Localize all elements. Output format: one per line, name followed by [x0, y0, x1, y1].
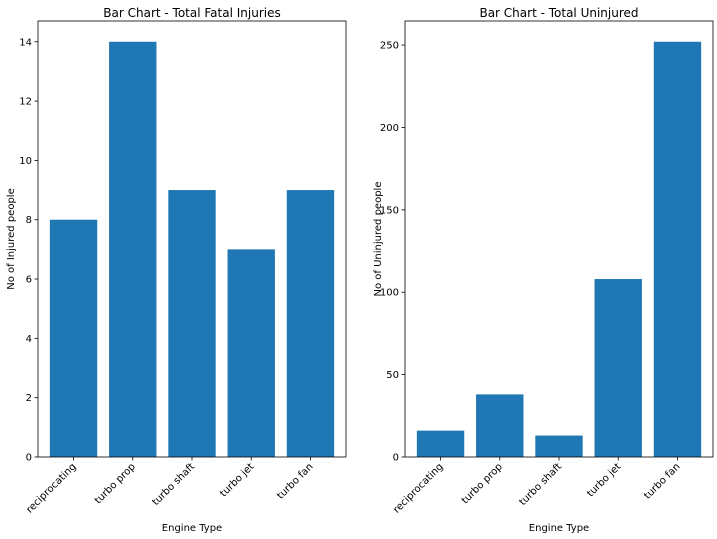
- y-tick-label: 100: [380, 288, 399, 299]
- chart-title: Bar Chart - Total Uninjured: [479, 6, 638, 20]
- y-tick-label: 10: [19, 156, 32, 167]
- y-axis-label: No of Injured people: [6, 188, 17, 289]
- bar-reciprocating: [49, 219, 98, 457]
- y-tick-label: 14: [19, 37, 32, 48]
- x-tick-label: reciprocating: [391, 461, 445, 515]
- x-axis-label: Engine Type: [162, 523, 222, 534]
- x-tick-label: turbo jet: [218, 461, 256, 499]
- y-tick-label: 200: [380, 123, 399, 134]
- bar-turbo-jet: [594, 279, 642, 457]
- y-axis-label: No of Uninjured people: [373, 182, 384, 297]
- bar-turbo-fan: [286, 190, 335, 457]
- bar-turbo-prop: [476, 394, 524, 457]
- y-tick-label: 12: [19, 97, 32, 108]
- bar-turbo-fan: [653, 41, 702, 458]
- y-tick-label: 250: [380, 41, 399, 52]
- bar-reciprocating: [416, 430, 465, 457]
- x-tick-label: turbo fan: [642, 461, 682, 501]
- bar-turbo-prop: [109, 41, 157, 458]
- bar-turbo-jet: [227, 249, 275, 457]
- chart-uninjured: 0 50 100 150 200 250 reciprocating turbo prop tu…: [373, 6, 714, 534]
- y-tick-label: 8: [26, 215, 32, 226]
- x-tick-label: reciprocating: [24, 461, 78, 515]
- x-tick-label: turbo shaft: [150, 461, 197, 508]
- y-tick-label: 0: [26, 453, 32, 464]
- y-tick-label: 0: [393, 453, 399, 464]
- y-tick-label: 2: [26, 393, 32, 404]
- y-tick-label: 50: [386, 370, 399, 381]
- x-axis-label: Engine Type: [529, 523, 589, 534]
- chart-title: Bar Chart - Total Fatal Injuries: [103, 6, 280, 20]
- x-tick-label: turbo jet: [585, 461, 623, 499]
- y-tick-label: 6: [26, 275, 32, 286]
- y-tick-label: 150: [380, 205, 399, 216]
- bar-turbo-shaft: [168, 190, 216, 457]
- chart-fatal-injuries: 0 2 4 6 8 10 12 14 reciprocating turbo prop turbo …: [6, 6, 347, 534]
- x-tick-label: turbo prop: [93, 461, 138, 506]
- x-tick-label: turbo fan: [275, 461, 315, 501]
- x-tick-label: turbo prop: [460, 461, 505, 506]
- bar-turbo-shaft: [535, 435, 583, 457]
- y-tick-label: 4: [26, 334, 32, 345]
- x-tick-label: turbo shaft: [517, 461, 564, 508]
